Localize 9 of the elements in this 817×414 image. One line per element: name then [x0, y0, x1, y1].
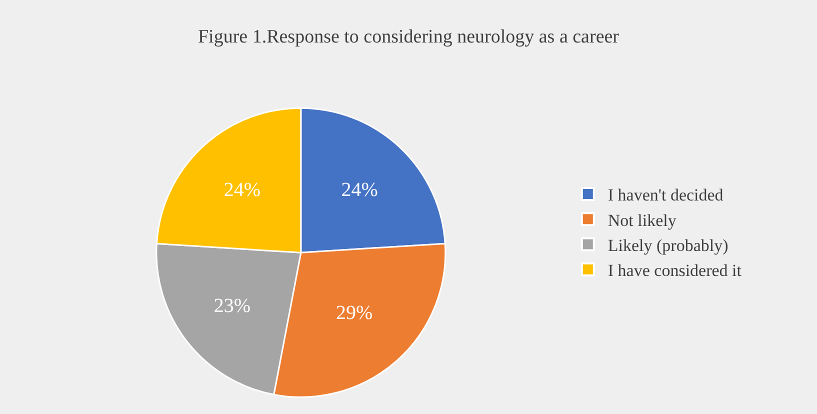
legend-label: I haven't decided [608, 186, 724, 205]
legend-label: Not likely [608, 210, 677, 230]
data-label: 29% [336, 302, 373, 324]
data-label: 24% [224, 179, 261, 202]
legend-label: I have considered it [608, 260, 742, 280]
data-label: 24% [341, 179, 378, 202]
chart-title: Figure 1.Response to considering neurology as a career [198, 26, 620, 48]
data-label: 23% [214, 294, 251, 317]
legend-label: Likely (probably) [608, 236, 728, 255]
